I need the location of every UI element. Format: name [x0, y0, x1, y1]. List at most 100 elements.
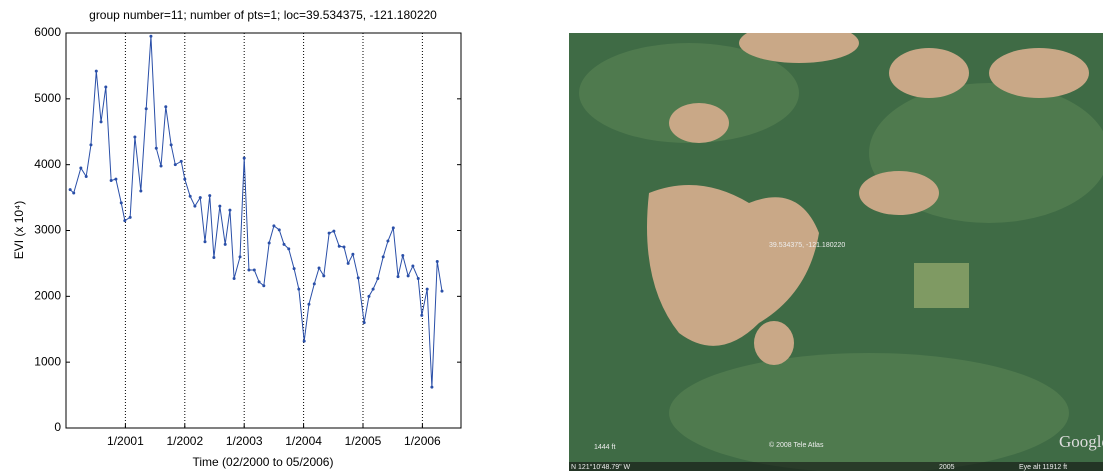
copyright: © 2008 Tele Atlas: [769, 441, 824, 449]
plot-frame: [66, 33, 461, 428]
point: [145, 107, 148, 110]
point: [382, 255, 385, 258]
point: [347, 262, 350, 265]
x-tick-label: 1/2006: [404, 434, 441, 448]
point: [174, 163, 177, 166]
point: [123, 219, 126, 222]
point: [351, 253, 354, 256]
point: [224, 243, 227, 246]
y-tick-label: 0: [54, 420, 61, 434]
point: [303, 340, 306, 343]
point: [367, 295, 370, 298]
field: [914, 263, 969, 308]
point: [278, 228, 281, 231]
point: [95, 70, 98, 73]
elevation: 1444 ft: [594, 444, 615, 451]
point: [203, 240, 206, 243]
point: [233, 277, 236, 280]
y-tick-label: 4000: [34, 157, 61, 171]
eye-alt: Eye alt 11912 ft: [1019, 464, 1067, 471]
x-tick-label: 1/2005: [345, 434, 382, 448]
point: [436, 260, 439, 263]
point: [243, 157, 246, 160]
y-tick-label: 2000: [34, 289, 61, 303]
y-tick-label: 6000: [34, 25, 61, 39]
point: [100, 120, 103, 123]
chart-title: group number=11; number of pts=1; loc=39…: [89, 8, 437, 22]
point: [262, 284, 265, 287]
point: [155, 147, 158, 150]
point: [212, 256, 215, 259]
point: [180, 160, 183, 163]
point: [104, 85, 107, 88]
point: [272, 224, 275, 227]
point: [247, 269, 250, 272]
point: [258, 280, 261, 283]
y-tick-label: 3000: [34, 223, 61, 237]
placemark: 39.534375, -121.180220: [769, 242, 845, 249]
point: [313, 282, 316, 285]
x-tick-label: 1/2003: [226, 434, 263, 448]
point: [228, 209, 231, 212]
point: [386, 240, 389, 243]
x-tick-label: 1/2004: [285, 434, 322, 448]
point: [297, 288, 300, 291]
point: [407, 274, 410, 277]
point: [120, 201, 123, 204]
point: [79, 166, 82, 169]
point: [287, 247, 290, 250]
coords: N 121°10'48.79" W: [571, 463, 631, 471]
page: group number=11; number of pts=1; loc=39…: [0, 0, 1103, 471]
point: [149, 35, 152, 38]
y-tick-label: 5000: [34, 91, 61, 105]
point: [239, 255, 242, 258]
point: [160, 164, 163, 167]
point: [268, 242, 271, 245]
point: [417, 277, 420, 280]
image-year: 2005: [939, 464, 955, 471]
point: [199, 196, 202, 199]
point: [253, 269, 256, 272]
x-tick-label: 1/2001: [107, 434, 144, 448]
point: [376, 277, 379, 280]
line: [70, 36, 442, 387]
point: [332, 230, 335, 233]
point: [189, 195, 192, 198]
point: [193, 205, 196, 208]
point: [420, 314, 423, 317]
point: [322, 274, 325, 277]
point: [392, 226, 395, 229]
y-axis-label: EVI (x 10⁴): [12, 201, 26, 260]
point: [411, 265, 414, 268]
point: [426, 288, 429, 291]
point: [129, 216, 132, 219]
point: [318, 267, 321, 270]
point: [293, 267, 296, 270]
point: [72, 191, 75, 194]
point: [363, 321, 366, 324]
point: [218, 205, 221, 208]
point: [397, 275, 400, 278]
point: [164, 105, 167, 108]
point: [440, 290, 443, 293]
point: [430, 386, 433, 389]
brand: Google: [1059, 432, 1103, 451]
point: [170, 143, 173, 146]
point: [401, 254, 404, 257]
point: [89, 143, 92, 146]
point: [183, 178, 186, 181]
point: [110, 179, 113, 182]
point: [307, 303, 310, 306]
point: [282, 243, 285, 246]
point: [85, 175, 88, 178]
point: [139, 190, 142, 193]
chart: group number=11; number of pts=1; loc=39…: [0, 0, 560, 471]
x-tick-label: 1/2002: [166, 434, 203, 448]
point: [133, 136, 136, 139]
point: [69, 188, 72, 191]
y-tick-label: 1000: [34, 354, 61, 368]
point: [338, 245, 341, 248]
point: [328, 232, 331, 235]
point: [372, 288, 375, 291]
point: [114, 178, 117, 181]
